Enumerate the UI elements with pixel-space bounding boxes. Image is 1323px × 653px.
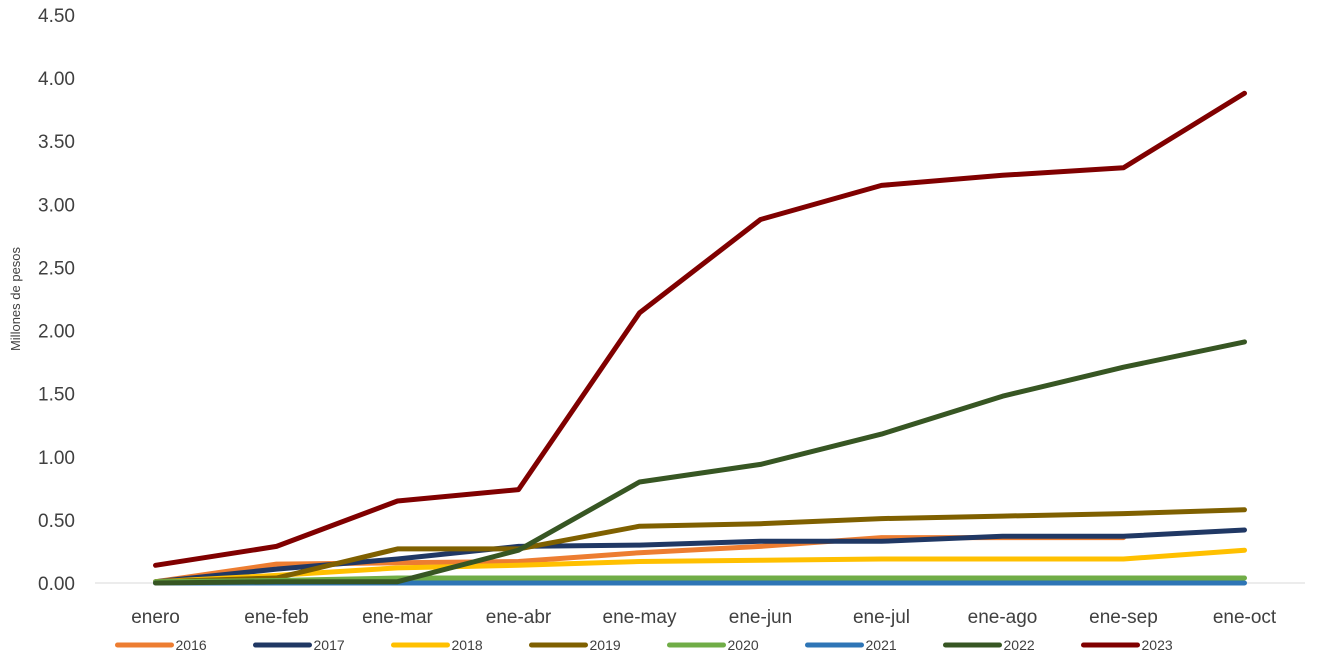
legend-label: 2023	[1142, 637, 1173, 653]
y-tick-label: 1.50	[38, 385, 75, 406]
legend-label: 2019	[590, 637, 621, 653]
y-tick-label: 3.50	[38, 132, 75, 153]
y-tick-label: 1.00	[38, 448, 75, 469]
series-lines	[153, 90, 1247, 586]
x-tick-label: ene-ago	[968, 607, 1038, 628]
x-tick-label: ene-sep	[1089, 607, 1158, 628]
legend-label: 2022	[1004, 637, 1035, 653]
y-tick-label: 2.50	[38, 258, 75, 279]
y-axis-ticks: 0.00 0.50 1.00 1.50 2.00 2.50 3.00 3.50 4.00 4.50	[38, 6, 75, 595]
y-tick-label: 4.00	[38, 69, 75, 90]
series-line-2019	[153, 507, 1247, 585]
y-axis-title: Millones de pesos	[8, 246, 23, 351]
x-tick-label: ene-jun	[729, 607, 792, 628]
y-tick-label: 0.00	[38, 574, 75, 595]
legend: 2016 2017 2018 2019 2020 2021 2022 2023	[115, 637, 1173, 653]
series-line-2022	[153, 339, 1247, 586]
legend-label: 2016	[176, 637, 207, 653]
y-tick-label: 4.50	[38, 6, 75, 27]
x-tick-label: ene-mar	[362, 607, 433, 628]
series-line-2018	[153, 547, 1247, 585]
x-tick-label: ene-feb	[244, 607, 308, 628]
legend-label: 2021	[866, 637, 897, 653]
x-tick-label: enero	[131, 607, 180, 628]
legend-label: 2017	[314, 637, 345, 653]
y-tick-label: 2.00	[38, 322, 75, 343]
x-tick-label: ene-may	[603, 607, 677, 628]
legend-label: 2018	[452, 637, 483, 653]
x-tick-label: ene-abr	[486, 607, 552, 628]
y-tick-label: 3.00	[38, 195, 75, 216]
y-tick-label: 0.50	[38, 511, 75, 532]
legend-label: 2020	[728, 637, 759, 653]
x-tick-label: ene-jul	[853, 607, 910, 628]
series-line-2023	[153, 90, 1247, 568]
x-axis-ticks: enero ene-feb ene-mar ene-abr ene-may ene-jun…	[131, 607, 1277, 628]
x-tick-label: ene-oct	[1213, 607, 1277, 628]
